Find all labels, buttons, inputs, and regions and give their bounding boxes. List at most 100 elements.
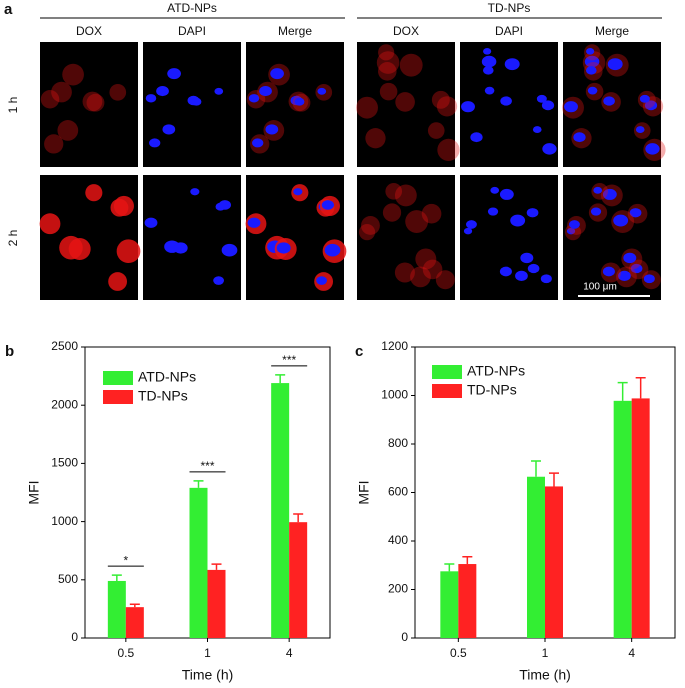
nucleus xyxy=(540,274,552,284)
nucleus xyxy=(156,85,169,97)
nucleus xyxy=(482,66,494,75)
dox-signal xyxy=(379,82,398,101)
nucleus xyxy=(593,186,603,194)
bar xyxy=(189,487,208,638)
nucleus xyxy=(536,94,547,103)
row-label: 2 h xyxy=(6,230,20,247)
nucleus xyxy=(602,188,617,200)
nucleus xyxy=(293,188,303,196)
significance-label: *** xyxy=(282,353,296,367)
nucleus xyxy=(461,101,475,113)
dox-signal xyxy=(51,81,72,103)
micrograph xyxy=(40,42,138,167)
nucleus xyxy=(247,217,261,228)
scale-bar-label: 100 μm xyxy=(583,282,617,293)
nucleus xyxy=(603,96,615,106)
nucleus xyxy=(483,48,492,55)
nucleus xyxy=(587,86,598,95)
nucleus xyxy=(586,48,595,55)
legend-swatch xyxy=(103,390,133,404)
dox-signal xyxy=(395,92,415,112)
nucleus xyxy=(145,94,157,103)
dox-signal xyxy=(378,44,395,61)
x-axis-label: Time (h) xyxy=(519,667,571,683)
error-bar xyxy=(462,556,473,565)
error-bar xyxy=(111,574,122,581)
legend-label: TD-NPs xyxy=(138,388,188,404)
y-tick-label: 0 xyxy=(71,630,78,644)
nucleus xyxy=(510,214,526,227)
dox-signal xyxy=(422,259,443,280)
nucleus xyxy=(481,55,497,68)
nucleus xyxy=(252,138,264,148)
nucleus xyxy=(499,266,512,277)
nucleus xyxy=(218,200,231,210)
nucleus xyxy=(564,101,578,113)
nucleus xyxy=(499,188,514,200)
dox-signal xyxy=(62,63,84,86)
error-bar xyxy=(293,513,304,523)
bar xyxy=(527,476,545,638)
bar xyxy=(207,569,226,638)
nucleus xyxy=(500,96,512,106)
dox-signal xyxy=(40,90,60,109)
row-label: 1 h xyxy=(6,97,20,114)
bar xyxy=(545,486,563,638)
significance-label: *** xyxy=(200,459,214,473)
dox-signal xyxy=(427,122,445,139)
y-axis-label: MFI xyxy=(26,480,42,504)
nucleus xyxy=(585,66,597,75)
dox-signal xyxy=(44,134,64,154)
y-tick-label: 500 xyxy=(58,572,78,586)
dox-signal xyxy=(431,90,450,109)
x-tick-label: 4 xyxy=(628,646,635,660)
y-tick-label: 2500 xyxy=(51,339,78,353)
dox-signal xyxy=(365,128,386,149)
error-bar xyxy=(549,472,559,487)
nucleus xyxy=(645,143,660,155)
dox-signal xyxy=(382,203,402,222)
nucleus xyxy=(618,270,631,281)
error-bar xyxy=(275,374,286,384)
dox-signal xyxy=(85,184,103,202)
group-title: TD-NPs xyxy=(488,1,531,15)
dox-signal xyxy=(68,237,91,260)
x-tick-label: 0.5 xyxy=(450,646,467,660)
nucleus xyxy=(316,276,328,285)
nucleus xyxy=(213,276,225,285)
nucleus xyxy=(321,200,334,210)
error-bar xyxy=(531,460,541,477)
legend-label: ATD-NPs xyxy=(467,363,525,379)
nucleus xyxy=(470,132,483,143)
y-tick-label: 400 xyxy=(388,533,408,547)
nucleus xyxy=(541,100,555,111)
nucleus xyxy=(504,58,520,71)
nucleus xyxy=(214,87,224,95)
channel-label: DOX xyxy=(393,24,419,38)
nucleus xyxy=(270,68,284,80)
nucleus xyxy=(167,68,181,80)
y-tick-label: 200 xyxy=(388,582,408,596)
nucleus xyxy=(221,243,238,257)
y-tick-label: 1500 xyxy=(51,456,78,470)
nucleus xyxy=(463,227,473,235)
dox-signal xyxy=(435,270,455,290)
dox-signal xyxy=(361,216,380,235)
nucleus xyxy=(484,86,495,95)
channel-label: DOX xyxy=(76,24,102,38)
channel-label: DAPI xyxy=(178,24,206,38)
nucleus xyxy=(487,207,499,216)
nucleus xyxy=(294,97,305,106)
nucleus xyxy=(635,126,645,134)
error-bar xyxy=(211,563,222,570)
nucleus xyxy=(149,138,161,148)
dox-signal xyxy=(421,203,442,224)
panel-label: c xyxy=(355,343,363,360)
dox-signal xyxy=(356,96,378,119)
nucleus xyxy=(569,220,580,229)
dox-signal xyxy=(405,210,429,233)
nucleus xyxy=(515,270,528,281)
channel-label: Merge xyxy=(278,24,312,38)
error-bar xyxy=(444,563,455,572)
